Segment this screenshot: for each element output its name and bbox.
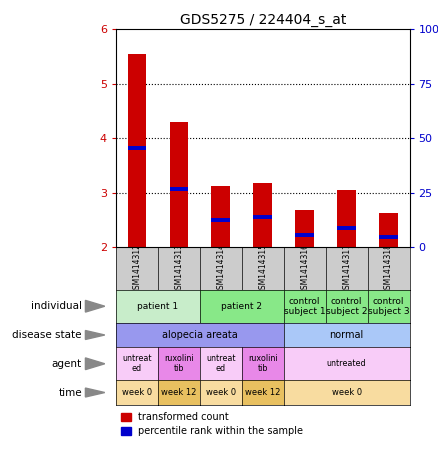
Text: alopecia areata: alopecia areata [162, 330, 238, 340]
Bar [253, 183, 272, 247]
Text: agent: agent [52, 359, 82, 369]
Text: control
subject 3: control subject 3 [368, 297, 410, 316]
Text: individual: individual [31, 301, 82, 311]
Text: ruxolini
tib: ruxolini tib [164, 354, 194, 373]
Bar [337, 226, 356, 230]
Bar [170, 122, 188, 247]
Text: GSM1414312: GSM1414312 [133, 243, 141, 294]
Bar [379, 213, 398, 247]
Text: week 12: week 12 [161, 388, 197, 397]
Text: untreat
ed: untreat ed [122, 354, 152, 373]
Polygon shape [85, 388, 105, 397]
Text: GSM1414316: GSM1414316 [300, 243, 309, 294]
Polygon shape [85, 300, 105, 312]
Text: GSM1414314: GSM1414314 [216, 243, 226, 294]
Legend: transformed count, percentile rank within the sample: transformed count, percentile rank withi… [121, 412, 304, 436]
Bar [127, 54, 146, 247]
Bar [212, 186, 230, 247]
Polygon shape [85, 331, 105, 339]
Bar [295, 233, 314, 237]
Bar [337, 190, 356, 247]
Text: GSM1414318: GSM1414318 [384, 243, 393, 294]
Title: GDS5275 / 224404_s_at: GDS5275 / 224404_s_at [180, 13, 346, 27]
Text: normal: normal [329, 330, 364, 340]
Text: untreat
ed: untreat ed [206, 354, 236, 373]
Text: week 0: week 0 [206, 388, 236, 397]
Polygon shape [85, 358, 105, 370]
Text: GSM1414315: GSM1414315 [258, 243, 267, 294]
Text: untreated: untreated [327, 359, 367, 368]
Text: week 12: week 12 [245, 388, 280, 397]
Bar [379, 235, 398, 239]
Text: GSM1414313: GSM1414313 [174, 243, 184, 294]
Text: patient 2: patient 2 [221, 302, 262, 311]
Text: disease state: disease state [13, 330, 82, 340]
Bar [212, 218, 230, 222]
Bar [295, 211, 314, 247]
Text: ruxolini
tib: ruxolini tib [248, 354, 278, 373]
Text: week 0: week 0 [122, 388, 152, 397]
Text: GSM1414317: GSM1414317 [342, 243, 351, 294]
Bar [127, 146, 146, 150]
Text: patient 1: patient 1 [138, 302, 179, 311]
Text: time: time [58, 387, 82, 398]
Text: control
subject 1: control subject 1 [284, 297, 325, 316]
Bar [170, 187, 188, 191]
Text: week 0: week 0 [332, 388, 362, 397]
Text: control
subject 2: control subject 2 [326, 297, 367, 316]
Bar [253, 215, 272, 219]
